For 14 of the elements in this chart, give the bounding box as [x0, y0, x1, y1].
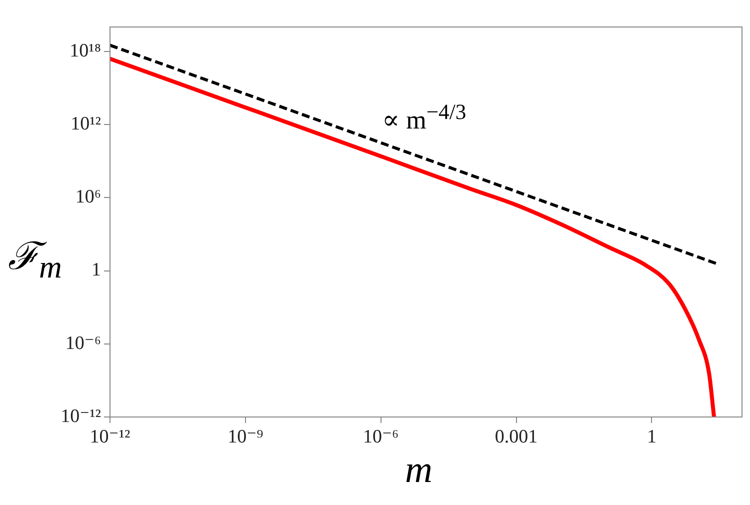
x-tick-label: 0.001: [494, 426, 538, 448]
x-tick-label: 10⁻⁹: [228, 426, 264, 448]
y-axis-title: ℱ$_{m}$: [8, 235, 62, 286]
y-tick-label: 10¹²: [70, 113, 102, 134]
y-tick-label: 10⁶: [75, 186, 101, 208]
y-tick-label: 10¹⁸: [70, 40, 101, 62]
x-tick-label: 10⁻⁶: [363, 426, 399, 448]
y-tick-label: 10⁻⁶: [65, 332, 101, 354]
x-tick-label: 1: [646, 426, 656, 448]
y-tick-label: 10⁻¹²: [60, 406, 102, 427]
y-tick-label: 1: [92, 260, 101, 281]
annotation: ∝ m$^{−4/3}$: [382, 100, 466, 136]
x-axis-title: m: [405, 448, 432, 492]
x-tick-label: 10⁻¹²: [90, 426, 131, 448]
